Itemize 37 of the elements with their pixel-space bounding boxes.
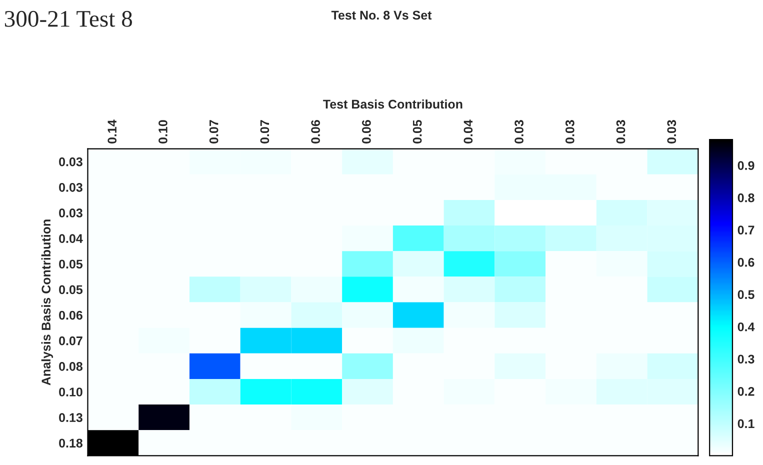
color-bar-label: 0.5: [738, 290, 754, 300]
x-tick-label: 0.14: [108, 120, 117, 144]
color-bar-label: 0.8: [738, 193, 754, 202]
color-bar-label: 0.7: [738, 226, 754, 234]
color-bar-label: 0.4: [738, 322, 755, 332]
y-tick-label: 0.05: [59, 260, 83, 269]
y-tick-label: 0.08: [59, 362, 83, 371]
x-tick-label: 0.07: [260, 120, 270, 144]
x-tick-label: 0.03: [667, 120, 676, 144]
x-tick-label: 0.03: [514, 120, 524, 144]
color-bar-label: 0.1: [738, 419, 754, 428]
color-bar-label: 0.3: [738, 354, 754, 364]
x-tick-label: 0.06: [362, 120, 371, 144]
x-tick-label: 0.10: [158, 120, 168, 144]
x-axis-title: Test Basis Contribution: [323, 99, 462, 109]
y-tick-label: 0.04: [59, 234, 83, 243]
y-tick-label: 0.07: [59, 336, 82, 346]
x-tick-label: 0.04: [464, 120, 473, 144]
y-tick-label: 0.13: [59, 413, 82, 422]
x-tick-label: 0.06: [311, 120, 320, 144]
text: 300-21 Test 8: [4, 10, 132, 27]
x-tick-label: 0.03: [616, 120, 626, 144]
color-bar-label: 0.9: [738, 161, 754, 170]
color-bar-label: 0.2: [738, 386, 754, 396]
y-axis-title: Analysis Basis Contribution: [41, 220, 53, 386]
y-tick-label: 0.03: [59, 157, 82, 166]
chart-title: Test No. 8 Vs Set: [331, 10, 432, 20]
x-tick-label: 0.03: [565, 120, 574, 144]
y-tick-label: 0.03: [59, 182, 82, 192]
x-tick-label: 0.05: [412, 120, 422, 144]
y-tick-label: 0.18: [59, 438, 83, 448]
color-bar-label: 0.6: [738, 258, 754, 267]
y-tick-label: 0.05: [59, 285, 83, 294]
y-tick-label: 0.03: [59, 208, 82, 218]
x-tick-label: 0.07: [209, 120, 218, 144]
y-tick-label: 0.06: [59, 310, 82, 320]
y-tick-label: 0.10: [59, 388, 82, 396]
